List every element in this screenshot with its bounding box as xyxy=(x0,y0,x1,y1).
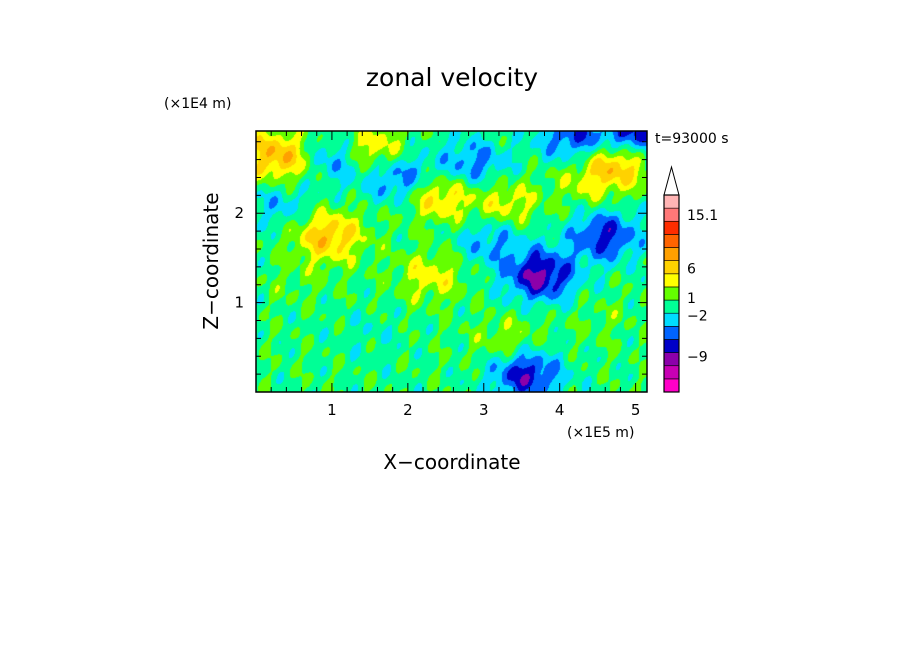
x-unit-label: (×1E5 m) xyxy=(567,425,634,441)
colorbar-label: 6 xyxy=(687,262,696,278)
plot-area xyxy=(256,131,647,392)
colorbar-swatch xyxy=(663,273,680,288)
x-axis-label: X−coordinate xyxy=(383,450,520,474)
y-axis: 12 xyxy=(234,141,647,375)
colorbar-label: 15.1 xyxy=(687,208,718,224)
x-tick-label: 1 xyxy=(327,401,337,419)
colorbar-label: −2 xyxy=(687,309,708,325)
y-unit-label: (×1E4 m) xyxy=(164,96,231,112)
colorbar-arrow xyxy=(663,165,680,196)
colorbar-swatch xyxy=(663,260,680,275)
colorbar-swatch xyxy=(663,207,680,222)
colorbar-swatch xyxy=(663,299,680,314)
colorbar-swatch xyxy=(663,247,680,261)
colorbar-label: 1 xyxy=(687,291,696,307)
colorbar-swatch xyxy=(663,194,680,209)
x-tick-label: 2 xyxy=(403,401,413,419)
velocity-field xyxy=(256,131,647,392)
colorbar-frame xyxy=(663,194,680,393)
x-tick-label: 4 xyxy=(555,401,565,419)
colorbar xyxy=(663,165,680,393)
x-tick-label: 5 xyxy=(631,401,641,419)
colorbar-swatch xyxy=(663,286,680,301)
colorbar-swatch xyxy=(663,378,680,393)
colorbar-label: −9 xyxy=(687,350,708,366)
colorbar-swatch xyxy=(663,339,680,353)
colorbar-swatch xyxy=(663,312,680,327)
colorbar-swatch xyxy=(663,326,680,340)
time-label: t=93000 s xyxy=(655,131,729,147)
y-tick-label: 1 xyxy=(234,294,244,312)
colorbar-swatch xyxy=(663,220,680,235)
colorbar-swatch xyxy=(663,352,680,367)
colorbar-swatch xyxy=(663,234,680,248)
y-axis-label: Z−coordinate xyxy=(199,192,223,329)
colorbar-labels: −9 −2 1 6 15.1 xyxy=(687,208,718,366)
plot-frame xyxy=(255,130,648,393)
y-tick-label: 2 xyxy=(234,204,244,222)
chart-title: zonal velocity xyxy=(366,63,538,92)
x-tick-label: 3 xyxy=(479,401,489,419)
colorbar-swatch xyxy=(663,365,680,380)
x-axis: 1 2 3 4 5 xyxy=(270,131,641,419)
